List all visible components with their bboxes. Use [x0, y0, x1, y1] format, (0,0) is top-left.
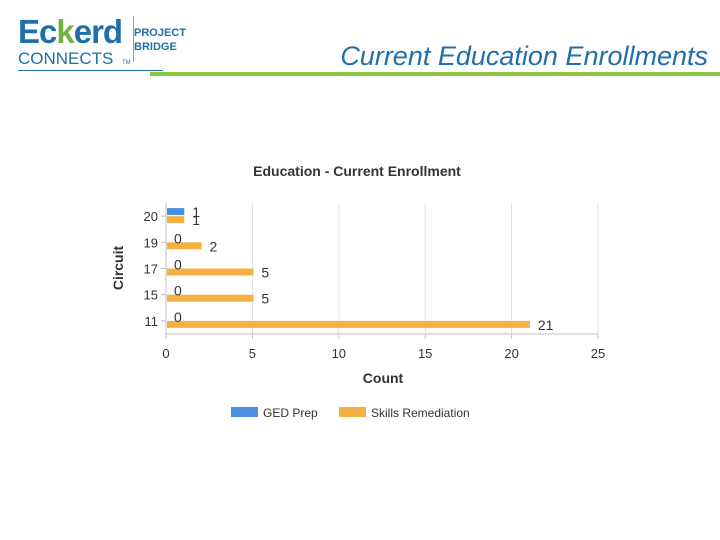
- header: Eckerd CONNECTS TM PROJECT BRIDGE Curren…: [0, 0, 720, 80]
- logo-wordmark: Eckerd: [18, 13, 123, 50]
- chart-title: Education - Current Enrollment: [253, 163, 461, 179]
- bar-ged-prep: [167, 208, 185, 216]
- data-label: 1: [192, 204, 200, 220]
- data-label: 5: [261, 265, 269, 281]
- x-tick-label: 20: [504, 346, 518, 361]
- legend-swatch: [231, 407, 258, 417]
- data-label: 0: [174, 283, 182, 299]
- eckerd-connects-logo: Eckerd CONNECTS TM PROJECT BRIDGE: [14, 10, 194, 72]
- x-axis-title: Count: [363, 370, 404, 386]
- bar-skills-remediation: [167, 242, 202, 250]
- logo-underline: [18, 70, 163, 71]
- data-label: 2: [210, 238, 218, 254]
- chart-legend: GED Prep Skills Remediation: [231, 406, 470, 420]
- legend-label: GED Prep: [263, 406, 318, 420]
- logo-connects-text: CONNECTS: [18, 49, 114, 68]
- bar-skills-remediation: [167, 320, 530, 328]
- logo-bridge-text: BRIDGE: [134, 41, 177, 53]
- data-label: 0: [174, 257, 182, 273]
- data-label: 0: [174, 230, 182, 246]
- x-tick-label: 25: [591, 346, 605, 361]
- logo-divider: [133, 16, 134, 62]
- chart-data-labels: 110 20 50 50 21: [174, 204, 554, 333]
- logo-trademark: TM: [122, 60, 131, 66]
- data-label: 21: [538, 317, 554, 333]
- page-title: Current Education Enrollments: [340, 41, 708, 71]
- x-tick-label: 5: [249, 346, 256, 361]
- y-tick-label: 15: [144, 288, 158, 303]
- x-tick-label: 10: [332, 346, 346, 361]
- data-label: 1: [192, 212, 200, 228]
- bar-skills-remediation: [167, 216, 185, 224]
- data-label: 5: [261, 291, 269, 307]
- x-tick-label: 15: [418, 346, 432, 361]
- y-tick-label: 17: [144, 262, 158, 277]
- y-axis-title: Circuit: [110, 245, 126, 290]
- logo-project-text: PROJECT: [134, 27, 186, 39]
- y-tick-label: 20: [144, 209, 158, 224]
- y-tick-label: 11: [145, 314, 159, 329]
- chart-grid: [251, 203, 599, 334]
- bar-skills-remediation: [167, 294, 254, 302]
- chart-bars: [167, 208, 530, 328]
- bar-skills-remediation: [167, 268, 254, 276]
- data-label: 0: [174, 309, 182, 325]
- x-tick-label: 0: [162, 346, 169, 361]
- legend-label: Skills Remediation: [371, 406, 470, 420]
- y-tick-label: 19: [144, 235, 158, 250]
- legend-swatch: [339, 407, 366, 417]
- header-rule: [150, 72, 720, 76]
